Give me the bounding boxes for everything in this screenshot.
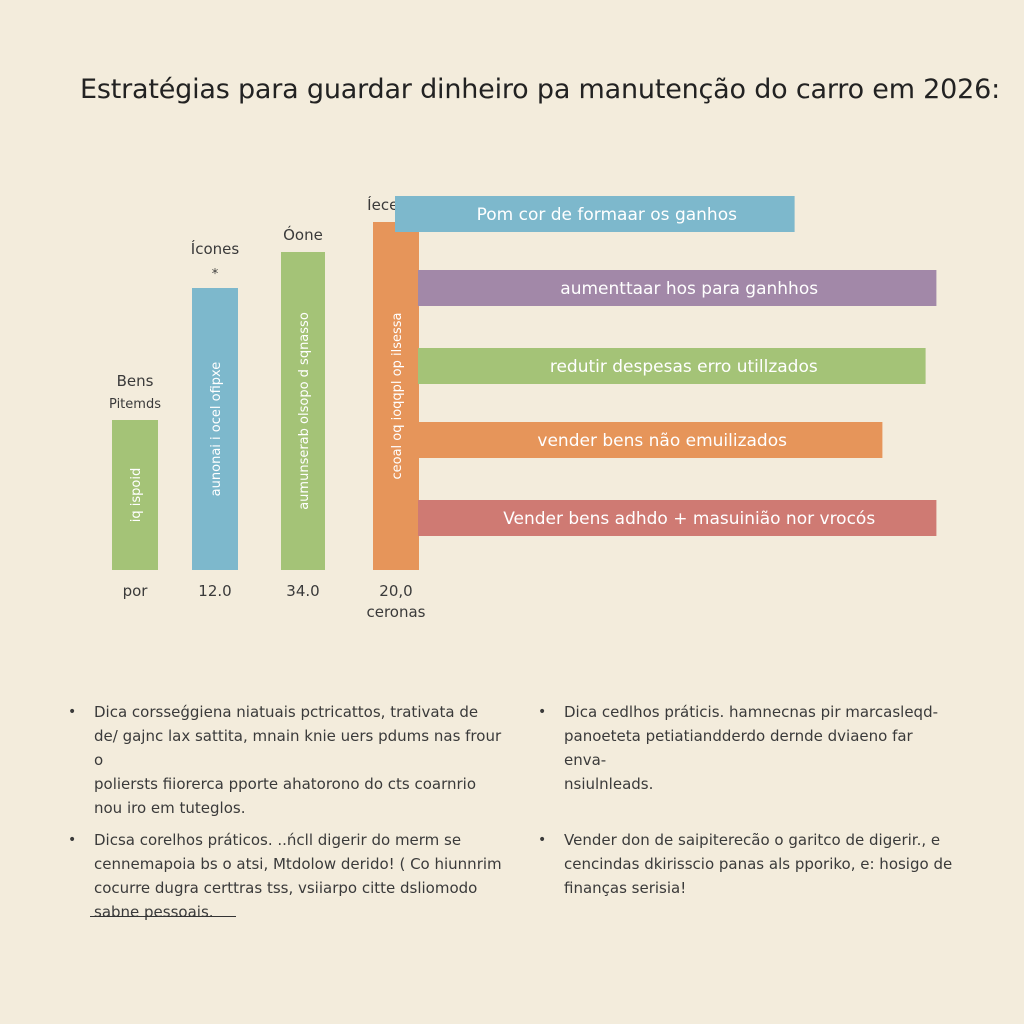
vertical-bar-text: aumunserab olsopo d sqnasso xyxy=(297,312,312,510)
horizontal-bar-label: redutir despesas erro utillzados xyxy=(550,357,818,377)
vertical-bar-top-label: Óone xyxy=(283,225,323,244)
vertical-bar-text: aunonai i ocel ofipxe xyxy=(209,362,224,497)
bullet-icon: • xyxy=(538,704,547,720)
vertical-bar-top-label: * xyxy=(212,267,219,282)
tip-item: • Dica corsseǵgiena niatuais pctricattos… xyxy=(68,700,508,820)
bullet-icon: • xyxy=(538,832,547,848)
vertical-bar-top-label: Pitemds xyxy=(109,397,161,412)
horizontal-bar xyxy=(418,348,926,384)
tips-section: • Dica corsseǵgiena niatuais pctricattos… xyxy=(62,700,962,960)
horizontal-bar xyxy=(395,196,795,232)
bullet-icon: • xyxy=(68,704,77,720)
tip-text: Dicsa corelhos práticos. ..ńcll digerir … xyxy=(94,831,502,921)
tip-item: • Dica cedlhos práticis. hamnecnas pir m… xyxy=(538,700,958,796)
tip-text: Dica cedlhos práticis. hamnecnas pir mar… xyxy=(564,703,938,793)
vertical-bar-category-label: 12.0 xyxy=(198,582,231,600)
vertical-bar-sublabel: ceronas xyxy=(366,603,425,621)
horizontal-bar-label: Pom cor de formaar os ganhos xyxy=(477,205,737,225)
tip-text: Vender don de saipiterecão o garitco de … xyxy=(564,831,953,897)
strategy-chart: iq ispoid Bens Pitemds por aunonai i ocel of… xyxy=(109,195,937,621)
bullet-icon: • xyxy=(68,832,77,848)
horizontal-bar xyxy=(418,270,937,306)
vertical-bar-category-label: por xyxy=(123,582,149,600)
vertical-bar-top-label: Bens xyxy=(117,372,154,390)
tip-item: • Vender don de saipiterecão o garitco d… xyxy=(538,828,958,900)
vertical-bar xyxy=(373,222,419,570)
horizontal-bar-label: Vender bens adhdo + masuinião nor vrocós xyxy=(503,509,875,529)
vertical-bar-category-label: 34.0 xyxy=(286,582,319,600)
tip-item: • Dicsa corelhos práticos. ..ńcll digeri… xyxy=(68,828,508,924)
horizontal-bar-label: aumenttaar hos para ganhhos xyxy=(560,279,818,299)
horizontal-bar xyxy=(418,422,883,458)
vertical-bar-text: ceoal oq ioqqpl op ilsessa xyxy=(390,312,405,479)
horizontal-bar-label: vender bens não emuilizados xyxy=(537,431,787,451)
horizontal-bar xyxy=(418,500,937,536)
vertical-bar xyxy=(281,252,325,570)
vertical-bar-top-label: Ícones xyxy=(191,239,240,258)
vertical-bar xyxy=(192,288,238,570)
tip-text: Dica corsseǵgiena niatuais pctricattos, … xyxy=(94,703,502,817)
tip-underline xyxy=(90,916,236,917)
vertical-bar-category-label: 20,0 xyxy=(379,582,412,600)
vertical-bar-text: iq ispoid xyxy=(129,468,144,522)
page-title: Estratégias para guardar dinheiro pa man… xyxy=(80,74,1000,105)
vertical-bar xyxy=(112,420,158,570)
